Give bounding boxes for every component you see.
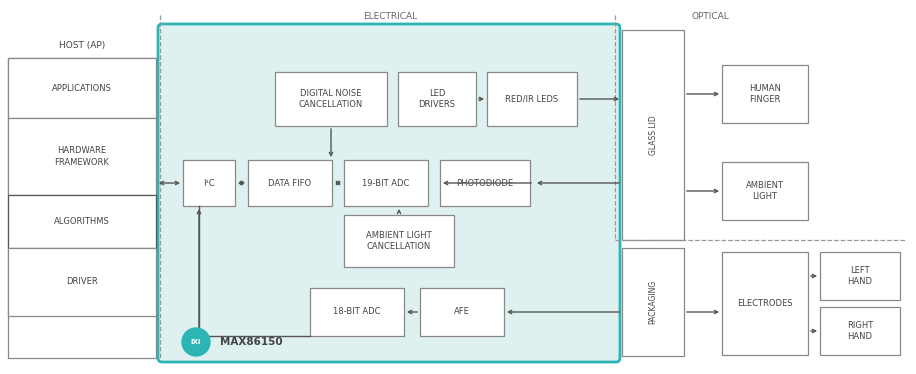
Text: I²C: I²C: [203, 178, 215, 187]
Bar: [622, 30, 684, 240]
Text: DRIVER: DRIVER: [66, 278, 98, 286]
Bar: [398, 72, 476, 126]
Text: AFE: AFE: [454, 307, 470, 316]
Text: RIGHT
HAND: RIGHT HAND: [847, 321, 873, 341]
Bar: [622, 248, 684, 356]
Bar: [722, 65, 808, 123]
Text: HARDWARE
FRAMEWORK: HARDWARE FRAMEWORK: [55, 147, 109, 166]
Bar: [8, 58, 156, 118]
Text: ELECTRODES: ELECTRODES: [737, 299, 792, 308]
Bar: [183, 160, 235, 206]
Bar: [275, 72, 387, 126]
Bar: [487, 72, 577, 126]
Bar: [344, 215, 454, 267]
Text: DATA FIFO: DATA FIFO: [268, 178, 311, 187]
Bar: [8, 248, 156, 316]
Bar: [344, 160, 428, 206]
Text: HUMAN
FINGER: HUMAN FINGER: [749, 84, 781, 104]
Bar: [820, 252, 900, 300]
Bar: [722, 252, 808, 355]
Bar: [8, 118, 156, 195]
Text: GLASS LID: GLASS LID: [649, 115, 658, 155]
Text: IXI: IXI: [191, 339, 202, 345]
FancyBboxPatch shape: [158, 24, 620, 362]
Circle shape: [182, 328, 210, 356]
Text: 18-BIT ADC: 18-BIT ADC: [333, 307, 381, 316]
Bar: [248, 160, 332, 206]
Bar: [820, 307, 900, 355]
Text: OPTICAL: OPTICAL: [692, 12, 729, 21]
Text: APPLICATIONS: APPLICATIONS: [52, 83, 112, 92]
Bar: [722, 162, 808, 220]
Text: RED/IR LEDS: RED/IR LEDS: [506, 95, 559, 104]
Text: ELECTRICAL: ELECTRICAL: [363, 12, 417, 21]
Bar: [310, 288, 404, 336]
Text: PACKAGING: PACKAGING: [649, 280, 658, 324]
Text: 19-BIT ADC: 19-BIT ADC: [363, 178, 409, 187]
Text: MAX86150: MAX86150: [220, 337, 283, 347]
Text: LED
DRIVERS: LED DRIVERS: [419, 89, 455, 109]
Bar: [8, 58, 156, 358]
Text: LEFT
HAND: LEFT HAND: [847, 266, 873, 286]
Text: HOST (AP): HOST (AP): [59, 40, 105, 49]
Text: AMBIENT LIGHT
CANCELLATION: AMBIENT LIGHT CANCELLATION: [366, 231, 431, 251]
Bar: [420, 288, 504, 336]
Bar: [8, 195, 156, 248]
Text: AMBIENT
LIGHT: AMBIENT LIGHT: [746, 181, 784, 201]
Text: DIGITAL NOISE
CANCELLATION: DIGITAL NOISE CANCELLATION: [299, 89, 363, 109]
Text: ALGORITHMS: ALGORITHMS: [54, 217, 110, 226]
Text: PHOTODIODE: PHOTODIODE: [456, 178, 514, 187]
Bar: [440, 160, 530, 206]
